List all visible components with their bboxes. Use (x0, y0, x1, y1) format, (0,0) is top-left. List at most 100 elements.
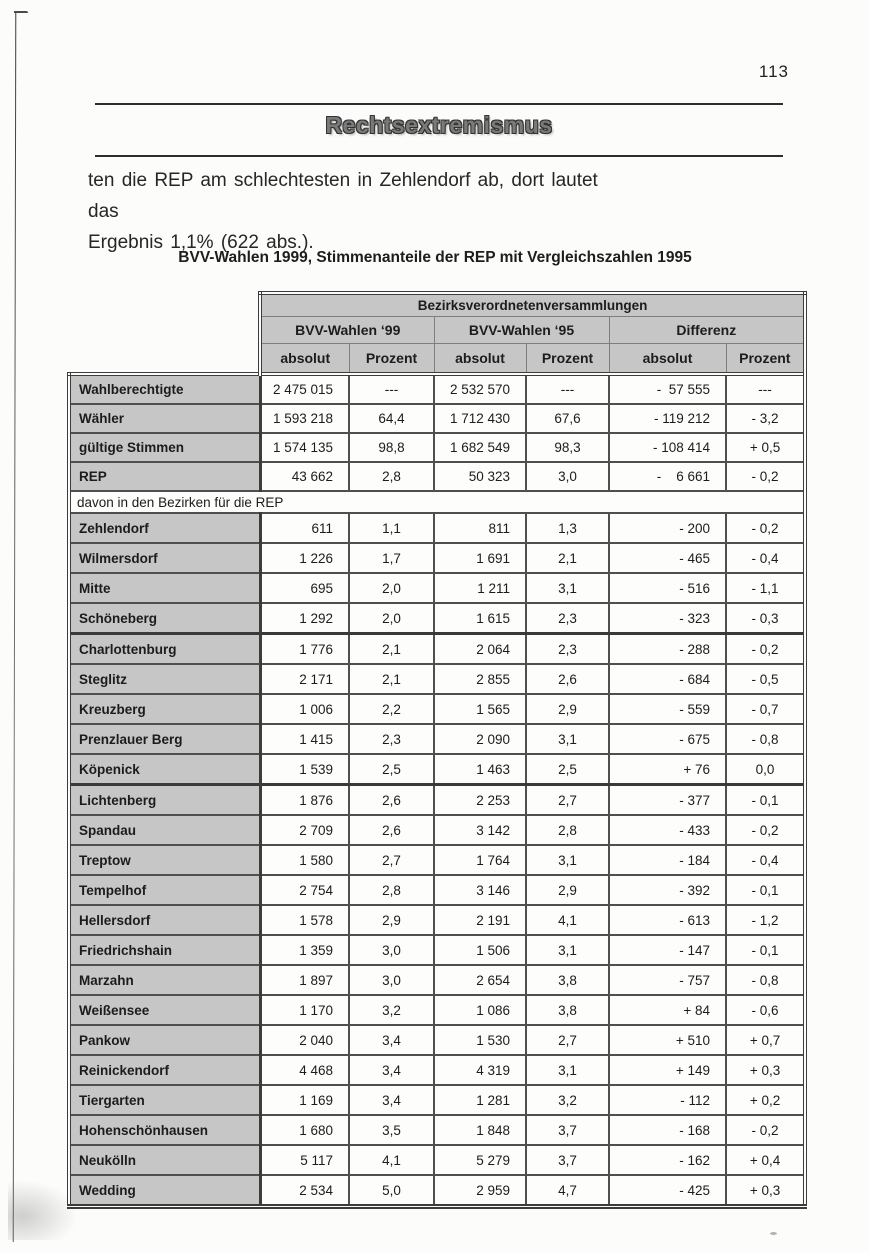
cell-absolut: 1 876 (259, 783, 350, 816)
cell-prozent: 3,4 (348, 1024, 435, 1056)
cell-prozent: 3,1 (525, 844, 610, 876)
scan-dot-artifact (770, 1232, 777, 1235)
row-label: Marzahn (67, 964, 262, 996)
cell-absolut: 2 171 (259, 663, 350, 695)
cell-prozent: 2,6 (525, 663, 610, 695)
row-label: Treptow (67, 844, 262, 876)
row-label: Neukölln (67, 1144, 262, 1176)
cell-absolut: 2 475 015 (259, 372, 350, 405)
cell-prozent: 67,6 (525, 403, 610, 434)
cell-prozent: 64,4 (348, 403, 435, 434)
table-row: Spandau 2 709 2,6 3 142 2,8- 433- 0,2 (67, 814, 808, 846)
table-row: Steglitz 2 171 2,1 2 855 2,6- 684- 0,5 (67, 663, 808, 695)
row-label: Reinickendorf (67, 1054, 262, 1086)
cell-absolut: 2 064 (433, 632, 527, 665)
cell-prozent: --- (348, 372, 435, 405)
table-header: Bezirksverordnetenversammlungen BVV-Wahl… (69, 291, 808, 375)
table-row: Tempelhof 2 754 2,8 3 146 2,9- 392- 0,1 (67, 874, 808, 906)
table-row: Wilmersdorf 1 226 1,7 1 691 2,1- 465- 0,4 (67, 542, 808, 574)
cell-prozent: 4,7 (525, 1174, 610, 1209)
cell-prozent: - 0,1 (724, 874, 808, 906)
cell-absolut: 2 532 570 (433, 372, 527, 405)
cell-prozent: - 0,8 (724, 964, 808, 996)
row-label: Wilmersdorf (67, 542, 262, 574)
cell-absolut: 1 539 (259, 753, 350, 786)
cell-prozent: - 3,2 (724, 403, 808, 434)
row-label: Tempelhof (67, 874, 262, 906)
cell-absolut: 1 211 (433, 572, 527, 604)
cell-absolut: 43 662 (259, 461, 350, 492)
cell-prozent: 3,0 (525, 461, 610, 492)
paragraph-line-2: Ergebnis 1,1% (622 abs.). (88, 232, 314, 253)
section-heading: Rechtsextremismus (325, 112, 553, 138)
cell-absolut: 3 142 (433, 814, 527, 846)
table-row: Zehlendorf 611 1,1 811 1,3- 200- 0,2 (67, 512, 808, 544)
table-row: Pankow 2 040 3,4 1 530 2,7 + 510 + 0,7 (67, 1024, 808, 1056)
cell-prozent: - 1,1 (724, 572, 808, 604)
cell-prozent: - 0,5 (724, 663, 808, 695)
cell-absolut: 1 897 (259, 964, 350, 996)
cell-prozent: 3,4 (348, 1054, 435, 1086)
cell-prozent: 98,3 (525, 432, 610, 463)
table-row: Friedrichshain 1 359 3,0 1 506 3,1- 147- 0,1 (67, 934, 808, 966)
cell-absolut: - 392 (608, 874, 727, 906)
cell-prozent: 2,7 (525, 783, 610, 816)
cell-prozent: 3,2 (525, 1084, 610, 1116)
cell-prozent: 2,9 (525, 874, 610, 906)
cell-prozent: + 0,3 (724, 1174, 808, 1209)
cell-absolut: - 288 (608, 632, 727, 665)
row-label: REP (67, 461, 262, 492)
cell-absolut: - 147 (608, 934, 727, 966)
cell-absolut: 695 (259, 572, 350, 604)
cell-absolut: - 516 (608, 572, 727, 604)
cell-prozent: + 0,7 (724, 1024, 808, 1056)
cell-absolut: 2 040 (259, 1024, 350, 1056)
table-row: Hohenschönhausen 1 680 3,5 1 848 3,7- 168- 0… (67, 1114, 808, 1146)
subheader-absolut-95: absolut (433, 343, 527, 375)
cell-prozent: 3,1 (525, 1054, 610, 1086)
cell-prozent: 2,5 (348, 753, 435, 786)
cell-absolut: - 559 (608, 693, 727, 725)
cell-absolut: - 112 (608, 1084, 727, 1116)
cell-absolut: 1 848 (433, 1114, 527, 1146)
cell-absolut: 1 530 (433, 1024, 527, 1056)
row-label: Wedding (67, 1174, 262, 1209)
cell-absolut: - 425 (608, 1174, 727, 1209)
cell-absolut: 4 468 (259, 1054, 350, 1086)
section-divider: davon in den Bezirken für die REP (66, 490, 808, 514)
cell-absolut: + 84 (608, 994, 727, 1026)
row-label: Hohenschönhausen (67, 1114, 262, 1146)
table-row: Tiergarten 1 169 3,4 1 281 3,2- 112 + 0,2 (67, 1084, 808, 1116)
cell-prozent: - 0,7 (724, 693, 808, 725)
cell-prozent: 3,0 (348, 964, 435, 996)
cell-prozent: - 0,8 (724, 723, 808, 755)
cell-absolut: 1 281 (433, 1084, 527, 1116)
cell-absolut: - 162 (608, 1144, 727, 1176)
cell-prozent: 3,8 (525, 994, 610, 1026)
cell-absolut: 1 712 430 (433, 403, 527, 434)
table-row: Wahlberechtigte 2 475 015 --- 2 532 570 --- -… (67, 372, 808, 405)
table-row: Kreuzberg 1 006 2,2 1 565 2,9- 559- 0,7 (67, 693, 808, 725)
cell-prozent: - 0,2 (724, 632, 808, 665)
cell-absolut: 5 279 (433, 1144, 527, 1176)
cell-absolut: 2 534 (259, 1174, 350, 1209)
cell-absolut: 1 506 (433, 934, 527, 966)
cell-prozent: 3,0 (348, 934, 435, 966)
row-label: gültige Stimmen (67, 432, 262, 463)
cell-absolut: - 613 (608, 904, 727, 936)
cell-absolut: 1 170 (259, 994, 350, 1026)
cell-absolut: 5 117 (259, 1144, 350, 1176)
table-row: Mitte 695 2,0 1 211 3,1- 516- 1,1 (67, 572, 808, 604)
subheader-absolut-diff: absolut (608, 343, 727, 375)
cell-prozent: 2,5 (525, 753, 610, 786)
cell-absolut: 1 578 (259, 904, 350, 936)
subheader-prozent-99: Prozent (348, 343, 435, 375)
cell-absolut: 1 006 (259, 693, 350, 725)
cell-absolut: - 757 (608, 964, 727, 996)
table-row: Wähler 1 593 218 64,4 1 712 430 67,6- 119 21… (67, 403, 808, 434)
cell-prozent: 2,7 (525, 1024, 610, 1056)
subheader-row: absolut Prozent absolut Prozent absolut … (69, 343, 808, 375)
table-title: BVV-Wahlen 1999, Stimmenanteile der REP … (178, 249, 692, 266)
cell-prozent: 2,3 (525, 632, 610, 665)
